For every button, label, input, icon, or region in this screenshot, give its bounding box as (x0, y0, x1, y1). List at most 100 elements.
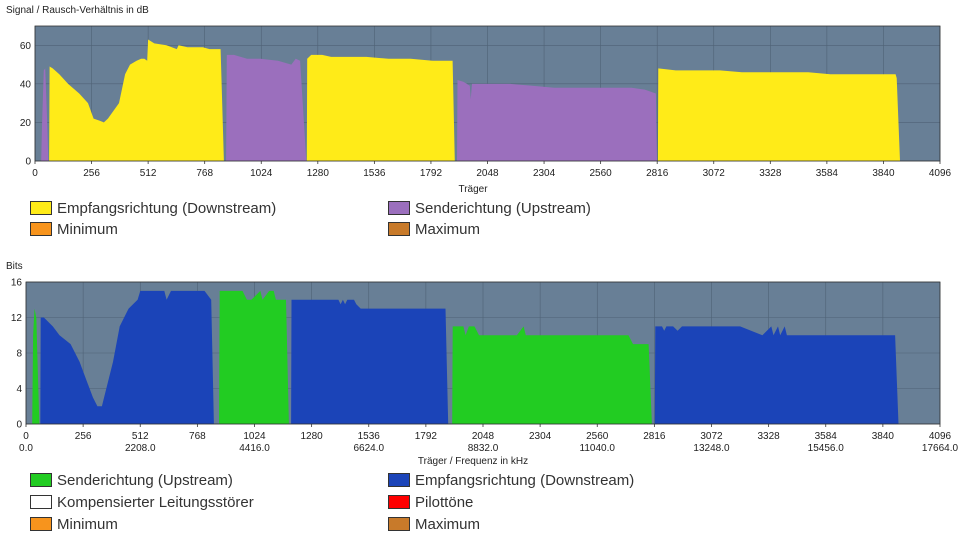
snr-x-tick-label: 256 (83, 168, 100, 179)
bits-legend-item: Senderichtung (Upstream) (30, 470, 233, 490)
bits-legend-item: Minimum (30, 514, 118, 534)
snr-x-tick-label: 512 (140, 168, 157, 179)
bits-freq-tick-label: 6624.0 (353, 443, 384, 454)
snr-series-1-area-0 (41, 68, 49, 161)
snr-legend-swatch (388, 222, 410, 236)
bits-x-tick-label: 1024 (243, 431, 266, 442)
snr-series-0-area-0 (49, 39, 224, 161)
bits-freq-tick-label: 8832.0 (468, 443, 499, 454)
bits-legend-swatch (30, 517, 52, 531)
bits-legend-swatch (388, 495, 410, 509)
snr-x-axis-title: Träger (458, 184, 488, 195)
snr-legend-label: Minimum (57, 220, 118, 238)
bits-y-tick-label: 16 (11, 278, 23, 289)
snr-y-tick-label: 0 (25, 157, 31, 168)
bits-x-tick-label: 2560 (586, 431, 609, 442)
snr-y-tick-label: 20 (20, 118, 32, 129)
snr-y-axis-title: Signal / Rausch-Verhältnis in dB (6, 5, 149, 16)
bits-x-tick-label: 256 (75, 431, 92, 442)
snr-x-tick-label: 0 (32, 168, 38, 179)
snr-x-tick-label: 3584 (816, 168, 839, 179)
bits-freq-tick-label: 15456.0 (808, 443, 845, 454)
bits-y-tick-label: 0 (16, 420, 22, 431)
bits-legend-swatch (388, 517, 410, 531)
snr-x-tick-label: 3840 (872, 168, 895, 179)
snr-legend-swatch (388, 201, 410, 215)
snr-x-tick-label: 3072 (703, 168, 726, 179)
snr-x-tick-label: 3328 (759, 168, 782, 179)
bits-x-tick-label: 2048 (472, 431, 495, 442)
bits-freq-tick-label: 0.0 (19, 443, 33, 454)
bits-legend-label: Pilottöne (415, 493, 474, 511)
bits-x-tick-label: 3840 (872, 431, 895, 442)
bits-y-tick-label: 8 (16, 349, 22, 360)
bits-freq-tick-label: 13248.0 (693, 443, 730, 454)
bits-freq-tick-label: 11040.0 (580, 443, 616, 454)
bits-legend-item: Empfangsrichtung (Downstream) (388, 470, 634, 490)
snr-x-tick-label: 2560 (590, 168, 613, 179)
snr-series-1-area-2 (457, 80, 657, 161)
bits-legend-label: Senderichtung (Upstream) (57, 471, 233, 489)
snr-legend-swatch (30, 201, 52, 215)
bits-series-0-area-1 (219, 290, 289, 424)
snr-series-0-area-1 (306, 54, 455, 161)
bits-series-0-area-2 (452, 326, 652, 424)
bits-chart: Bits Träger / Frequenz in kHz 0 256 512 768… (6, 261, 959, 467)
bits-x-axis-title: Träger / Frequenz in kHz (418, 456, 528, 467)
bits-legend-item: Kompensierter Leitungsstörer (30, 492, 254, 512)
bits-x-tick-label: 2816 (643, 431, 666, 442)
snr-legend-label: Senderichtung (Upstream) (415, 199, 591, 217)
bits-x-tick-label: 768 (189, 431, 206, 442)
bits-y-axis-title: Bits (6, 261, 23, 272)
bits-series-1-area-2 (654, 326, 899, 424)
snr-x-tick-label: 1536 (363, 168, 386, 179)
snr-x-tick-label: 2304 (533, 168, 556, 179)
snr-x-tick-label: 2048 (476, 168, 499, 179)
bits-freq-tick-label: 4416.0 (239, 443, 270, 454)
bits-series-0-area-0 (32, 308, 40, 424)
bits-legend-label: Empfangsrichtung (Downstream) (415, 471, 635, 489)
snr-x-tick-label: 768 (196, 168, 213, 179)
snr-legend-item: Senderichtung (Upstream) (388, 198, 591, 218)
snr-x-tick-label: 1280 (307, 168, 330, 179)
snr-series-0-area-2 (657, 68, 900, 161)
bits-freq-tick-label: 2208.0 (125, 443, 156, 454)
bits-legend-label: Maximum (415, 515, 481, 533)
bits-legend: Senderichtung (Upstream) Empfangsrichtung… (0, 470, 972, 540)
snr-series-1-area-1 (226, 54, 307, 161)
bits-legend-swatch (30, 495, 52, 509)
bits-y-tick-label: 4 (16, 384, 22, 395)
bits-series-1-area-0 (40, 290, 214, 424)
snr-legend-item: Empfangsrichtung (Downstream) (30, 198, 276, 218)
snr-legend-label: Maximum (415, 220, 481, 238)
bits-legend-swatch (388, 473, 410, 487)
bits-x-tick-label: 0 (23, 431, 29, 442)
bits-freq-tick-label: 17664.0 (922, 443, 959, 454)
snr-legend-label: Empfangsrichtung (Downstream) (57, 199, 277, 217)
bits-y-tick-label: 12 (11, 313, 23, 324)
snr-y-tick-label: 60 (20, 41, 32, 52)
snr-legend: Empfangsrichtung (Downstream) Senderichtu… (0, 198, 972, 242)
bits-x-tick-label: 2304 (529, 431, 552, 442)
bits-x-tick-label: 1280 (301, 431, 324, 442)
bits-series-1-area-1 (291, 299, 449, 424)
snr-chart: Signal / Rausch-Verhältnis in dB Träger … (6, 5, 952, 195)
bits-legend-item: Maximum (388, 514, 480, 534)
snr-x-tick-label: 4096 (929, 168, 952, 179)
snr-legend-item: Maximum (388, 219, 480, 239)
bits-legend-label: Kompensierter Leitungsstörer (57, 493, 254, 511)
snr-x-tick-label: 1792 (420, 168, 443, 179)
bits-x-tick-label: 3072 (700, 431, 723, 442)
bits-x-tick-label: 512 (132, 431, 149, 442)
bits-legend-item: Pilottöne (388, 492, 473, 512)
snr-x-tick-label: 1024 (250, 168, 273, 179)
snr-y-tick-label: 40 (20, 79, 32, 90)
snr-legend-item: Minimum (30, 219, 118, 239)
bits-legend-label: Minimum (57, 515, 118, 533)
snr-x-tick-label: 2816 (646, 168, 669, 179)
bits-x-tick-label: 3328 (758, 431, 781, 442)
bits-x-tick-label: 1792 (415, 431, 438, 442)
bits-legend-swatch (30, 473, 52, 487)
bits-x-tick-label: 3584 (815, 431, 838, 442)
bits-x-tick-label: 4096 (929, 431, 952, 442)
